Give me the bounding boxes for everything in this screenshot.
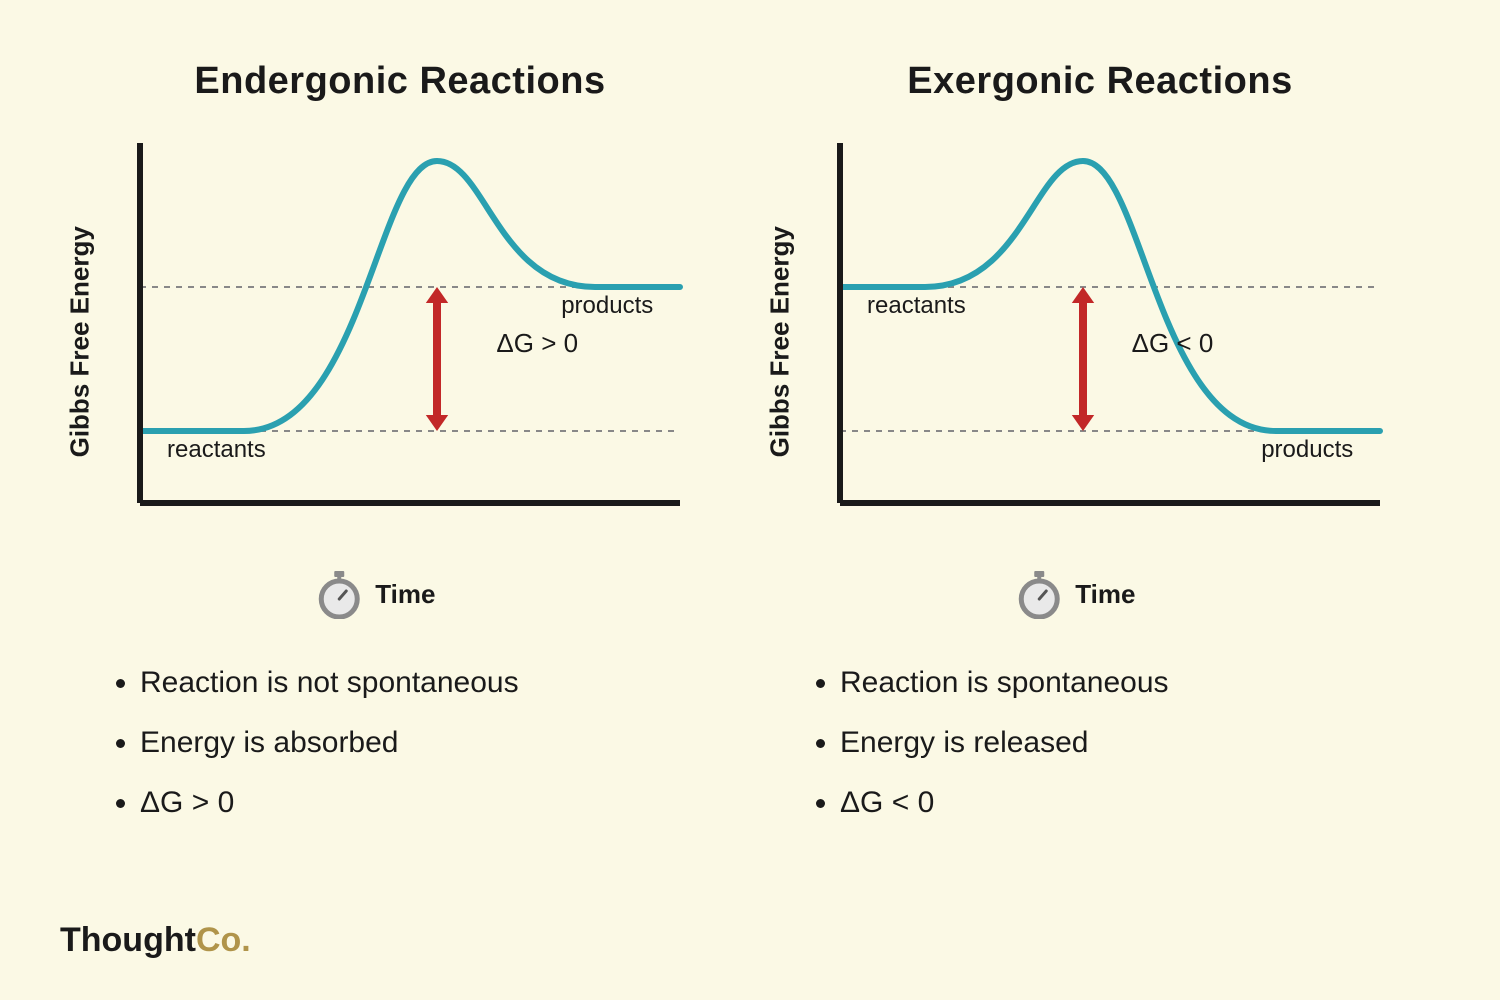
exergonic-panel: Exergonic Reactions Gibbs Free Energy ΔG…	[790, 60, 1410, 833]
list-item: ΔG < 0	[840, 773, 1410, 833]
stopwatch-icon	[317, 569, 361, 619]
logo-text-2: Co.	[196, 921, 251, 959]
panels-container: Endergonic Reactions Gibbs Free Energy Δ…	[90, 60, 1410, 833]
logo-text-1: Thought	[60, 921, 196, 959]
endergonic-panel: Endergonic Reactions Gibbs Free Energy Δ…	[90, 60, 710, 833]
x-axis-label: Time	[375, 579, 435, 610]
x-axis-label: Time	[1075, 579, 1135, 610]
endergonic-title: Endergonic Reactions	[90, 60, 710, 103]
thoughtco-logo: ThoughtCo.	[60, 921, 251, 960]
exergonic-chart: Gibbs Free Energy ΔG < 0reactantsproduct…	[790, 133, 1410, 563]
list-item: Energy is released	[840, 713, 1410, 773]
svg-text:products: products	[561, 292, 653, 319]
exergonic-title: Exergonic Reactions	[790, 60, 1410, 103]
svg-text:reactants: reactants	[167, 436, 266, 463]
endergonic-chart: Gibbs Free Energy ΔG > 0reactantsproduct…	[90, 133, 710, 563]
list-item: Energy is absorbed	[140, 713, 710, 773]
endergonic-bullets: Reaction is not spontaneous Energy is ab…	[90, 653, 710, 833]
exergonic-bullets: Reaction is spontaneous Energy is releas…	[790, 653, 1410, 833]
y-axis-label: Gibbs Free Energy	[765, 226, 796, 457]
endergonic-svg: ΔG > 0 reactants products	[130, 133, 690, 513]
svg-text:reactants: reactants	[867, 292, 966, 319]
list-item: ΔG > 0	[140, 773, 710, 833]
svg-text:ΔG > 0: ΔG > 0	[496, 328, 578, 358]
list-item: Reaction is not spontaneous	[140, 653, 710, 713]
y-axis-label: Gibbs Free Energy	[65, 226, 96, 457]
list-item: Reaction is spontaneous	[840, 653, 1410, 713]
svg-text:ΔG < 0: ΔG < 0	[1132, 328, 1214, 358]
x-axis-label-group: Time	[317, 569, 435, 619]
stopwatch-icon	[1017, 569, 1061, 619]
x-axis-label-group: Time	[1017, 569, 1135, 619]
svg-text:products: products	[1261, 436, 1353, 463]
exergonic-svg: ΔG < 0 reactants products	[830, 133, 1390, 513]
